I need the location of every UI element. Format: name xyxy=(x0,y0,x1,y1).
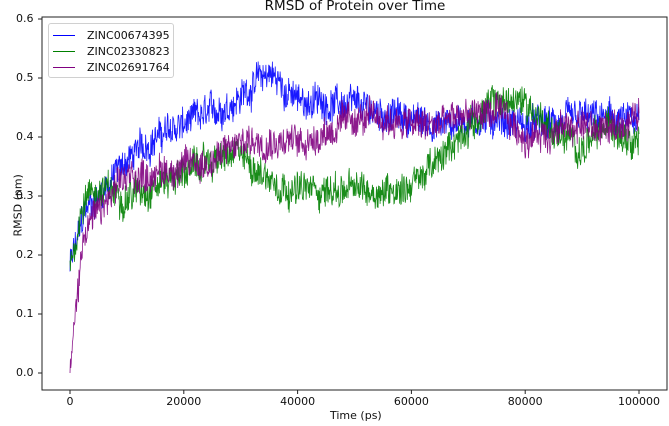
y-axis-label: RMSD (nm) xyxy=(11,174,25,237)
y-tick-label: 0.4 xyxy=(16,130,34,143)
legend: ZINC00674395 ZINC02330823 ZINC02691764 xyxy=(48,23,174,78)
y-tick-label: 0.6 xyxy=(16,12,34,25)
series-line xyxy=(69,92,640,374)
legend-item: ZINC02691764 xyxy=(53,59,170,75)
x-tick-label: 60000 xyxy=(393,395,429,408)
x-tick-label: 100000 xyxy=(618,395,660,408)
y-tick-label: 0.0 xyxy=(16,366,34,379)
series-line xyxy=(69,61,640,272)
legend-swatch-blue xyxy=(53,34,75,36)
legend-swatch-green xyxy=(53,50,75,52)
x-tick-label: 0 xyxy=(66,395,74,408)
axis-ticks xyxy=(38,18,640,394)
legend-label: ZINC02691764 xyxy=(87,60,170,74)
legend-label: ZINC02330823 xyxy=(87,44,170,58)
axes-frame xyxy=(41,16,668,391)
x-tick-label: 40000 xyxy=(280,395,316,408)
chart-title: RMSD of Protein over Time xyxy=(264,0,446,14)
legend-swatch-purple xyxy=(53,66,75,68)
legend-item: ZINC02330823 xyxy=(53,43,170,59)
x-tick-label: 80000 xyxy=(507,395,543,408)
y-tick-label: 0.3 xyxy=(16,189,34,202)
y-tick-label: 0.5 xyxy=(16,71,34,84)
legend-label: ZINC00674395 xyxy=(87,28,170,42)
x-tick-label: 20000 xyxy=(166,395,202,408)
legend-item: ZINC00674395 xyxy=(53,27,170,43)
y-tick-label: 0.1 xyxy=(16,307,34,320)
plot-lines xyxy=(69,61,640,374)
x-axis-label: Time (ps) xyxy=(330,409,382,422)
y-tick-label: 0.2 xyxy=(16,248,34,261)
